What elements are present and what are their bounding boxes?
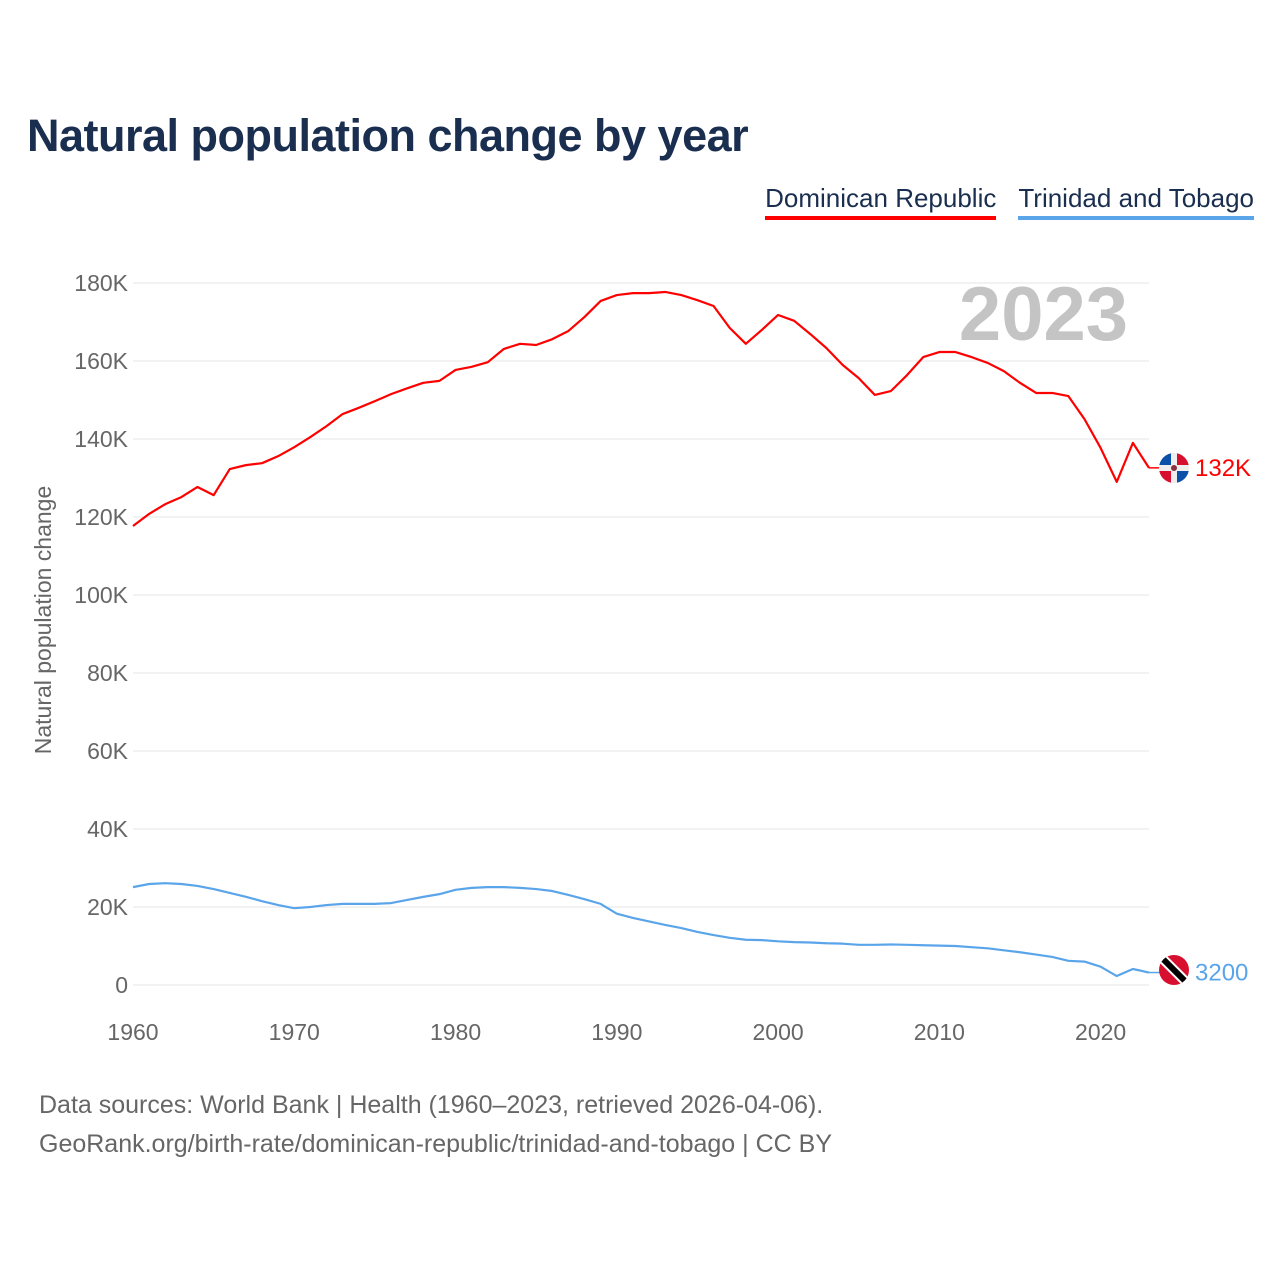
trinidad-and-tobago-flag-icon [1159, 955, 1189, 985]
legend-item-trinidad-and-tobago[interactable]: Trinidad and Tobago [1018, 183, 1254, 220]
end-value-label: 132K [1195, 455, 1251, 482]
series-line-trinidad-and-tobago [132, 882, 1150, 978]
source-line-1: Data sources: World Bank | Health (1960–… [39, 1091, 824, 1119]
y-tick-label: 100K [74, 582, 128, 608]
legend: Dominican Republic Trinidad and Tobago [765, 183, 1254, 220]
x-tick-label: 2020 [1075, 1019, 1126, 1045]
year-watermark: 2023 [959, 272, 1128, 357]
dominican-republic-flag-icon [1159, 453, 1189, 483]
legend-item-dominican-republic[interactable]: Dominican Republic [765, 183, 997, 220]
y-tick-label: 0 [115, 972, 128, 998]
x-tick-label: 1980 [430, 1019, 481, 1045]
x-tick-label: 2000 [752, 1019, 803, 1045]
x-tick-label: 1970 [269, 1019, 320, 1045]
y-tick-label: 40K [87, 816, 129, 842]
x-tick-label: 2010 [914, 1019, 965, 1045]
y-axis-label: Natural population change [30, 486, 56, 755]
series-line-dominican-republic [132, 290, 1150, 527]
chart-title: Natural population change by year [27, 110, 749, 161]
end-value-label: 3200 [1195, 960, 1248, 987]
y-tick-label: 60K [87, 738, 129, 764]
y-tick-label: 120K [74, 504, 128, 530]
y-tick-label: 80K [87, 660, 129, 686]
source-line-2[interactable]: GeoRank.org/birth-rate/dominican-republi… [39, 1130, 833, 1158]
source-note: Data sources: World Bank | Health (1960–… [39, 1086, 832, 1164]
y-tick-label: 180K [74, 270, 128, 296]
y-tick-label: 160K [74, 348, 128, 374]
x-tick-label: 1960 [107, 1019, 158, 1045]
y-tick-label: 140K [74, 426, 128, 452]
y-tick-label: 20K [87, 894, 129, 920]
x-tick-label: 1990 [591, 1019, 642, 1045]
